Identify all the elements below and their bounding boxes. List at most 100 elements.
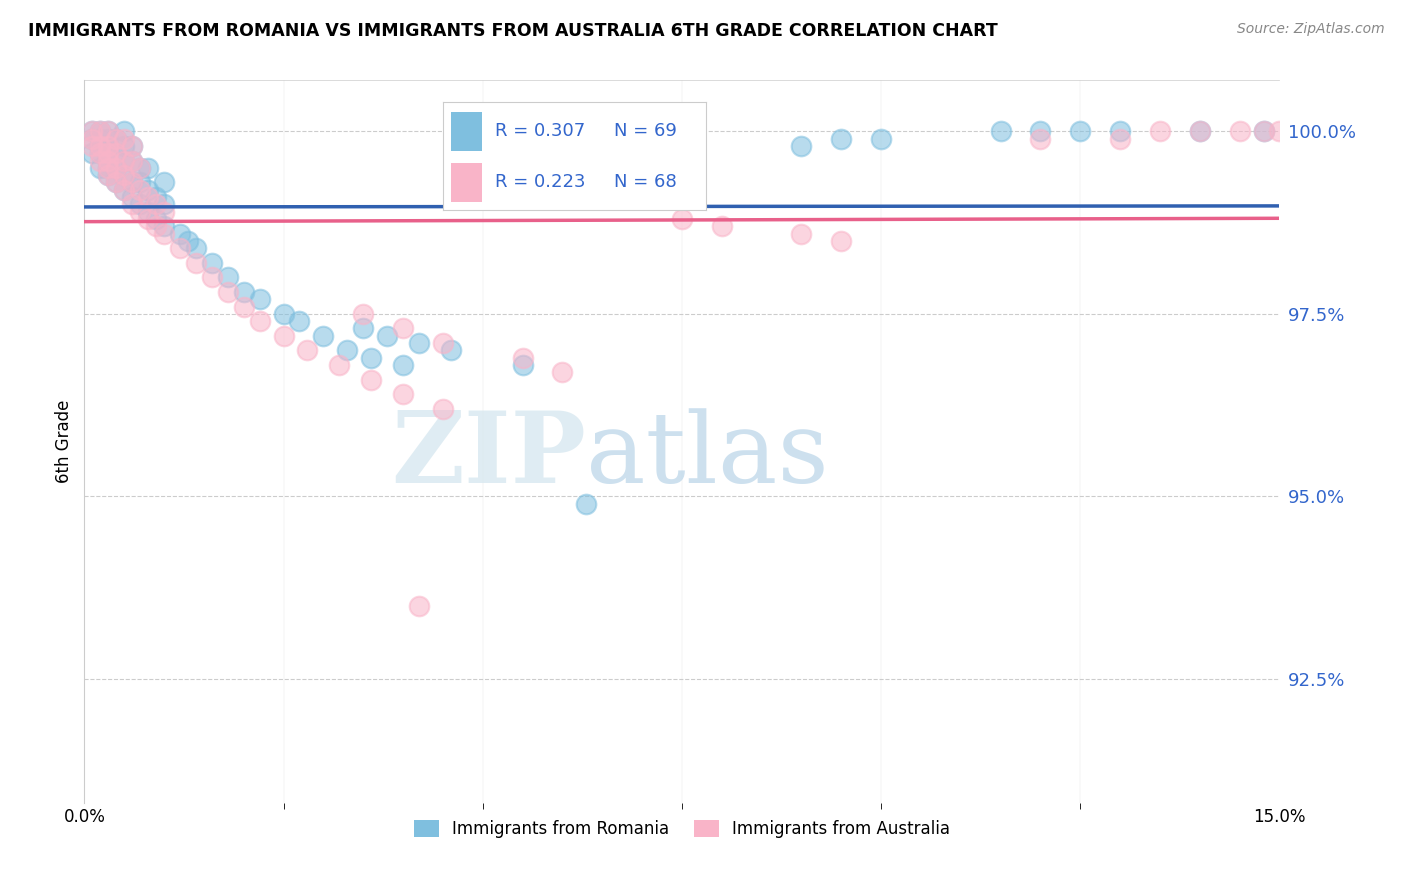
Point [82,124,104,138]
Point [89,124,111,138]
Point [1229,124,1251,138]
Point [392,358,415,372]
Point [89,153,111,168]
Point [89,124,111,138]
Point [145,211,167,226]
Point [112,153,135,168]
Text: IMMIGRANTS FROM ROMANIA VS IMMIGRANTS FROM AUSTRALIA 6TH GRADE CORRELATION CHART: IMMIGRANTS FROM ROMANIA VS IMMIGRANTS FR… [28,22,998,40]
Point [1029,124,1052,138]
Point [97,131,120,145]
Legend: Immigrants from Romania, Immigrants from Australia: Immigrants from Romania, Immigrants from… [406,814,957,845]
Point [112,139,135,153]
Point [312,328,335,343]
Point [97,161,120,175]
Point [790,139,813,153]
Point [145,190,167,204]
Point [232,285,254,299]
Point [129,176,152,190]
Point [136,161,159,175]
Point [105,176,128,190]
Point [82,124,104,138]
Point [97,124,120,138]
Point [89,131,111,145]
Point [112,183,135,197]
Point [153,176,176,190]
Point [1253,124,1275,138]
Point [790,227,813,241]
Point [671,211,693,226]
Point [129,161,152,175]
Point [97,168,120,182]
Point [375,328,398,343]
Point [105,146,128,161]
Point [112,153,135,168]
Point [360,351,382,365]
Point [273,328,295,343]
Point [105,161,128,175]
Point [136,204,159,219]
Point [336,343,359,358]
Point [408,599,430,613]
Point [97,153,120,168]
Point [201,270,224,285]
Point [129,161,152,175]
Point [870,131,893,145]
Point [408,336,430,351]
Point [82,146,104,161]
Point [1188,124,1211,138]
Point [121,197,143,211]
Point [1069,124,1091,138]
Point [153,204,176,219]
Point [177,234,200,248]
Point [169,227,191,241]
Text: ZIP: ZIP [391,408,586,505]
Point [328,358,350,372]
Point [1253,124,1275,138]
Point [352,307,374,321]
Point [145,197,167,211]
Point [990,124,1012,138]
Point [145,219,167,234]
Point [121,176,143,190]
Point [432,336,454,351]
Point [89,139,111,153]
Point [273,307,295,321]
Point [97,146,120,161]
Point [89,146,111,161]
Point [217,285,239,299]
Point [105,131,128,145]
Point [352,321,374,335]
Point [97,124,120,138]
Point [830,234,852,248]
Point [97,139,120,153]
Point [1109,131,1132,145]
Point [551,365,574,379]
Point [136,211,159,226]
Point [392,321,415,335]
Point [512,351,534,365]
Point [360,372,382,386]
Point [97,161,120,175]
Point [97,153,120,168]
Point [153,197,176,211]
Y-axis label: 6th Grade: 6th Grade [55,400,73,483]
Point [112,183,135,197]
Point [129,204,152,219]
Point [105,161,128,175]
Point [153,219,176,234]
Point [232,300,254,314]
Point [129,183,152,197]
Point [153,227,176,241]
Point [112,131,135,145]
Point [575,497,598,511]
Point [129,197,152,211]
Point [105,146,128,161]
Point [121,139,143,153]
Point [82,139,104,153]
Point [201,256,224,270]
Point [1268,124,1291,138]
Point [1149,124,1171,138]
Point [288,314,311,328]
Point [136,190,159,204]
Point [1188,124,1211,138]
